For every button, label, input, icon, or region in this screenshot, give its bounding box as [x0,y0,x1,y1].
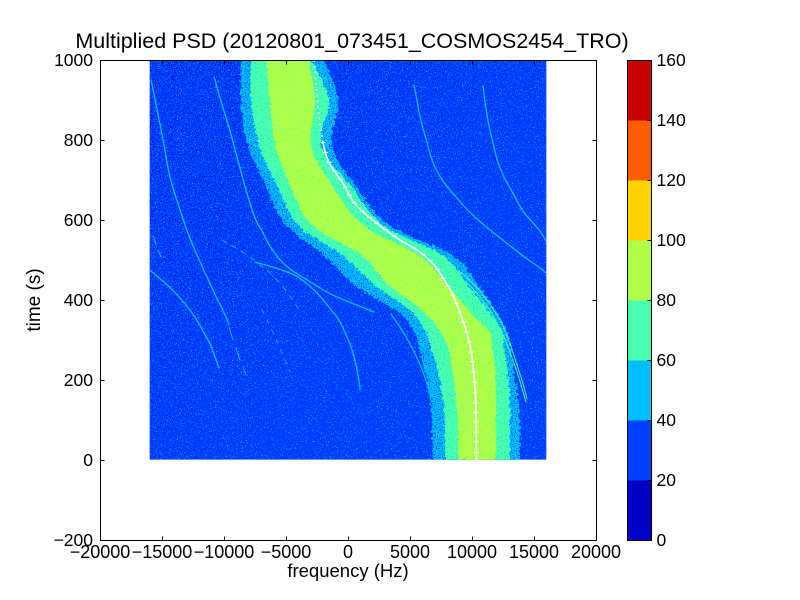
svg-text:200: 200 [64,370,93,390]
svg-text:−20000: −20000 [70,542,131,562]
svg-text:frequency (Hz): frequency (Hz) [287,560,408,581]
svg-text:40: 40 [657,410,677,430]
svg-text:−5000: −5000 [261,542,312,562]
svg-text:100: 100 [657,230,686,250]
svg-text:160: 160 [657,50,686,70]
svg-text:20: 20 [657,470,677,490]
svg-text:1000: 1000 [54,50,93,70]
svg-text:20000: 20000 [571,542,621,562]
svg-text:120: 120 [657,170,686,190]
svg-text:15000: 15000 [509,542,559,562]
svg-text:−200: −200 [54,530,94,550]
svg-text:time (s): time (s) [24,268,45,331]
svg-text:0: 0 [657,530,667,550]
svg-text:−15000: −15000 [132,542,193,562]
svg-text:600: 600 [64,210,93,230]
svg-text:80: 80 [657,290,677,310]
svg-text:5000: 5000 [390,542,430,562]
svg-text:800: 800 [64,130,93,150]
svg-text:60: 60 [657,350,677,370]
svg-text:Multiplied PSD (20120801_07345: Multiplied PSD (20120801_073451_COSMOS24… [75,29,628,53]
svg-text:10000: 10000 [447,542,497,562]
svg-text:400: 400 [64,290,93,310]
svg-text:0: 0 [343,542,353,562]
svg-text:140: 140 [657,110,686,130]
svg-text:0: 0 [83,450,93,470]
svg-text:−10000: −10000 [194,542,255,562]
